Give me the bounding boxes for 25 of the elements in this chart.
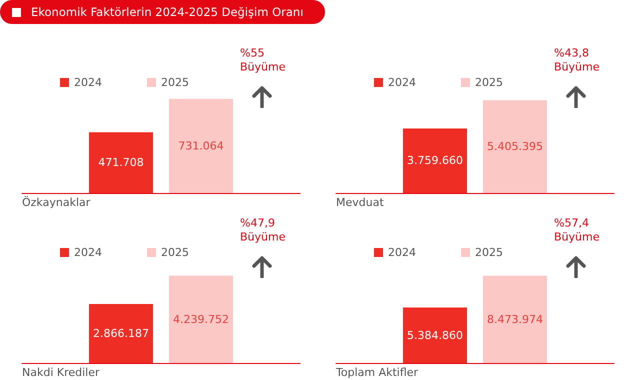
legend-label: 2025	[160, 246, 189, 259]
text: %43,8 Büyüme	[554, 46, 600, 74]
data-label: 8.473.974	[487, 312, 543, 326]
legend-label: 2024	[74, 76, 102, 89]
data-label: 5.384.860	[407, 328, 463, 342]
legend-label: 2025	[474, 76, 503, 89]
legend-label: 2024	[388, 76, 416, 89]
legend-label: 2025	[160, 76, 189, 89]
x-axis-title: Toplam Aktifler	[335, 366, 419, 379]
data-label: 731.064	[178, 139, 224, 152]
text: %47,9 Büyüme	[240, 216, 286, 244]
data-label: 4.239.752	[173, 312, 229, 326]
x-axis-title: Mevduat	[336, 196, 384, 209]
x-axis-title: Nakdi Krediler	[22, 366, 100, 379]
text: %57,4 Büyüme	[554, 216, 600, 244]
text: %55 Büyüme	[240, 46, 286, 74]
legend-label: 2024	[388, 246, 416, 259]
x-axis-title: Özkaynaklar	[22, 195, 91, 209]
data-label: 3.759.660	[407, 154, 463, 168]
data-label: 2.866.187	[93, 326, 149, 340]
data-label: 471.708	[98, 156, 144, 170]
legend-label: 2025	[474, 246, 503, 259]
data-label: 5.405.395	[487, 140, 543, 154]
chart-title: Ekonomik Faktörlerin 2024-2025 Değişim Oranı	[0, 0, 326, 24]
legend-label: 2024	[74, 246, 102, 259]
